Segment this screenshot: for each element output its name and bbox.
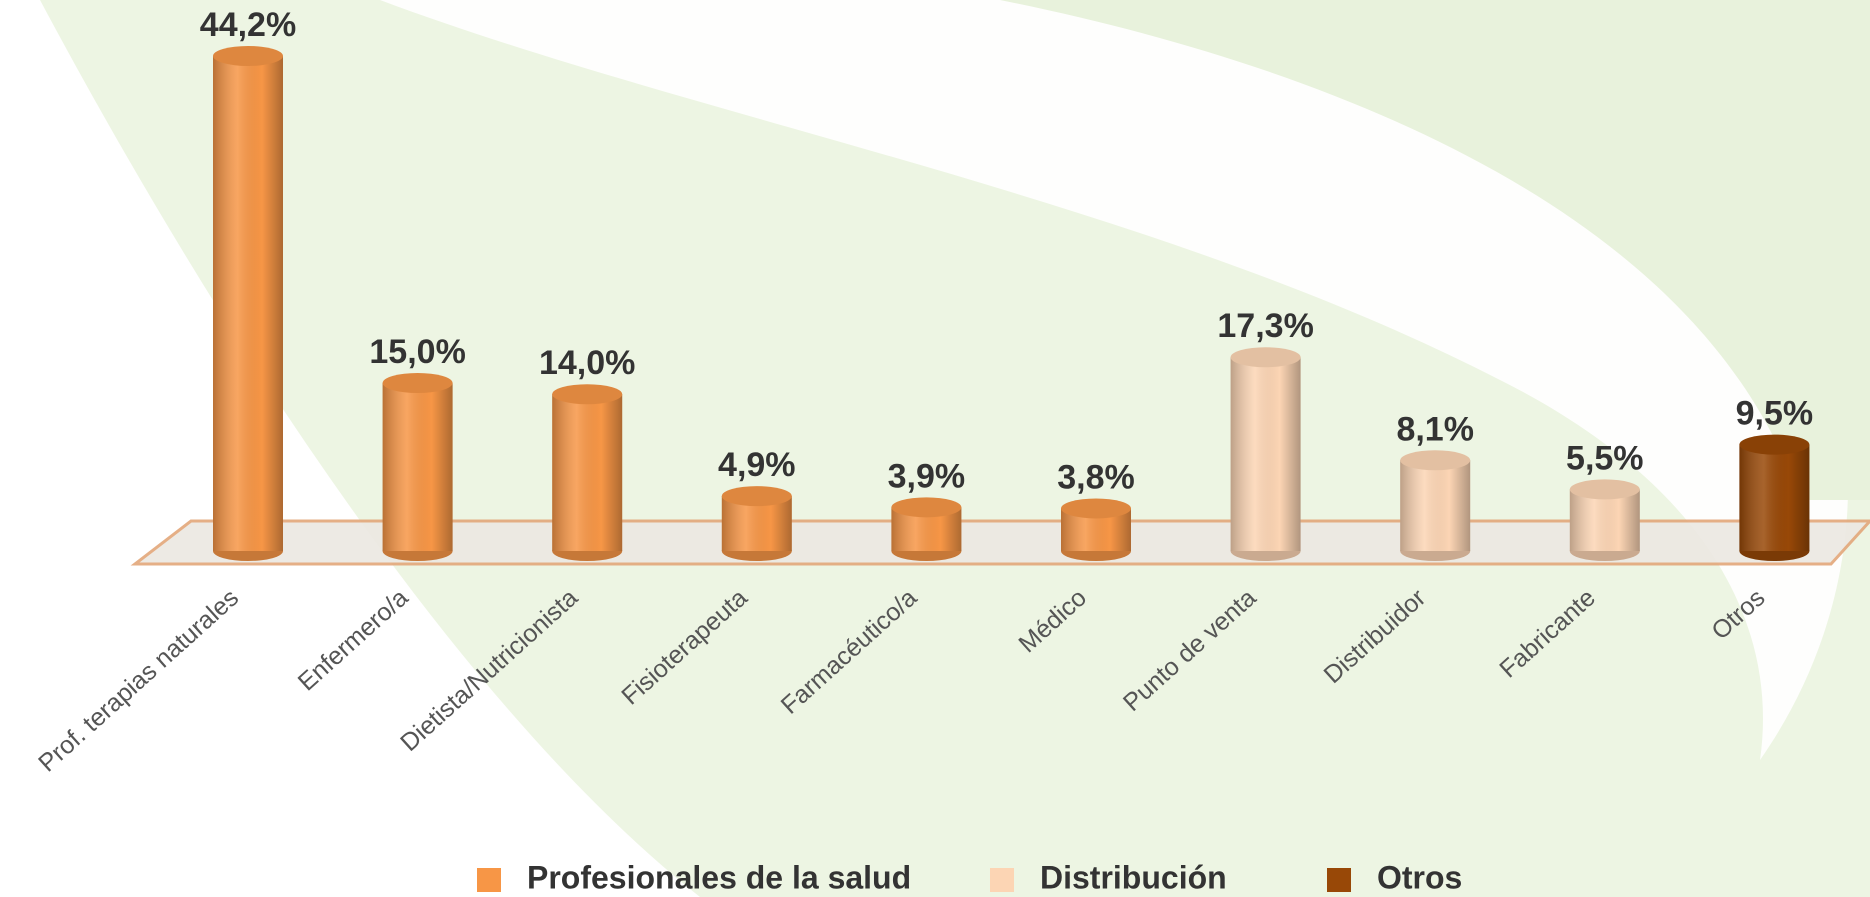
- bar-shading: [1739, 444, 1810, 551]
- value-label: 3,9%: [888, 457, 966, 495]
- bar-top: [1230, 347, 1301, 368]
- value-label: 44,2%: [200, 6, 296, 44]
- value-label: 3,8%: [1057, 458, 1135, 496]
- legend-label: Profesionales de la salud: [527, 859, 911, 895]
- bar-shading: [1569, 489, 1640, 551]
- value-label: 5,5%: [1566, 439, 1644, 477]
- legend-label: Otros: [1377, 859, 1462, 895]
- value-label: 15,0%: [369, 333, 465, 371]
- bar-top: [1569, 479, 1640, 500]
- value-label: 9,5%: [1736, 395, 1814, 433]
- bar-top: [552, 384, 623, 405]
- bar-shading: [382, 383, 453, 551]
- value-label: 4,9%: [718, 446, 796, 484]
- bar-top: [213, 45, 283, 66]
- bar-top: [721, 486, 792, 507]
- legend: Profesionales de la salud Distribución Otr…: [477, 859, 1462, 895]
- bar-top: [1400, 450, 1471, 471]
- bar-shading: [213, 55, 283, 552]
- value-label: 17,3%: [1217, 307, 1313, 345]
- bar-shading: [1230, 357, 1301, 551]
- bar-top: [1061, 498, 1131, 519]
- value-label: 14,0%: [539, 344, 635, 382]
- value-label: 8,1%: [1396, 410, 1474, 448]
- bar-top: [891, 497, 962, 518]
- bar-top: [382, 373, 453, 393]
- legend-label: Distribución: [1040, 859, 1227, 895]
- x-tick-label: Prof. terapias naturales: [33, 584, 244, 778]
- legend-swatch: [1327, 868, 1351, 892]
- bar-shading: [1400, 460, 1471, 551]
- bar-top: [1739, 434, 1810, 455]
- bar-shading: [552, 394, 623, 551]
- background: [40, 0, 1870, 897]
- x-tick-label: Enfermero/a: [293, 584, 414, 697]
- legend-swatch: [990, 868, 1014, 892]
- legend-swatch: [477, 868, 501, 892]
